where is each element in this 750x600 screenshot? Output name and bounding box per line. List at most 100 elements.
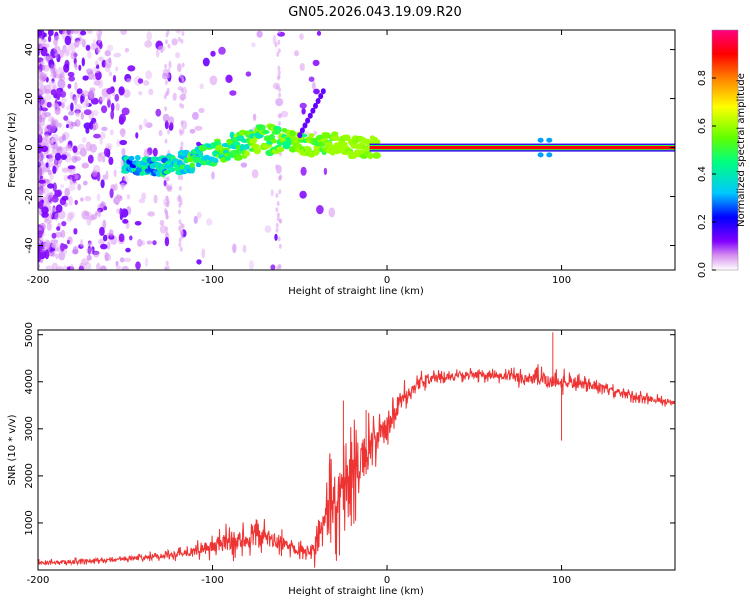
heatmap-cell xyxy=(328,207,336,218)
heatmap-cell xyxy=(38,91,43,96)
heatmap-cell xyxy=(110,109,115,120)
heatmap-cell xyxy=(148,88,154,96)
heatmap-cell xyxy=(362,146,370,153)
heatmap-cell xyxy=(299,63,305,71)
heatmap-cell xyxy=(40,60,45,66)
heatmap-cell xyxy=(279,151,282,157)
heatmap-cell xyxy=(77,183,82,191)
heatmap-cell xyxy=(163,179,167,187)
heatmap-cell xyxy=(65,144,72,149)
heatmap-cell xyxy=(62,47,71,57)
heatmap-cell xyxy=(210,50,216,57)
heatmap-cell xyxy=(143,118,148,127)
heatmap-cell xyxy=(276,201,280,207)
heatmap-cell xyxy=(168,60,172,69)
heatmap-cell xyxy=(278,87,281,93)
heatmap-cell xyxy=(82,75,89,81)
heatmap-band xyxy=(369,146,675,150)
heatmap-cell xyxy=(277,30,281,34)
heatmap-cell xyxy=(189,162,195,168)
heatmap-cell xyxy=(147,211,155,217)
heatmap-cell xyxy=(68,75,75,82)
heatmap-cell xyxy=(45,43,50,48)
heatmap-cell xyxy=(276,146,284,151)
x-tick-label: 0 xyxy=(384,275,390,286)
heatmap-cell xyxy=(92,75,97,81)
heatmap-cell xyxy=(229,90,237,96)
heatmap-cell xyxy=(225,156,231,161)
heatmap-cell xyxy=(227,76,233,81)
heatmap-cell xyxy=(72,249,79,255)
heatmap-cell xyxy=(85,44,91,51)
heatmap-cell xyxy=(343,134,351,142)
heatmap-cell xyxy=(128,155,135,161)
heatmap-cell xyxy=(192,111,199,120)
heatmap-cell xyxy=(153,194,158,204)
heatmap-cell xyxy=(252,113,257,122)
heatmap-cell xyxy=(104,147,109,157)
heatmap-cell xyxy=(278,264,282,270)
heatmap-cell xyxy=(165,183,169,189)
heatmap-cell xyxy=(275,164,279,170)
heatmap-cell xyxy=(83,109,92,116)
heatmap-cell xyxy=(55,253,59,260)
heatmap-cell xyxy=(104,58,113,69)
heatmap-cell xyxy=(113,169,117,177)
colorbar-tick-label: 0.6 xyxy=(697,118,708,134)
heatmap-cell xyxy=(50,239,59,244)
heatmap-cell xyxy=(81,90,89,97)
heatmap-cell xyxy=(274,233,278,241)
heatmap-cell xyxy=(76,88,83,95)
heatmap-cell xyxy=(264,225,272,233)
heatmap-cell xyxy=(90,97,99,105)
heatmap-cell xyxy=(104,50,111,57)
heatmap-cell xyxy=(81,258,89,266)
heatmap-cell xyxy=(108,71,112,77)
heatmap-cell xyxy=(299,102,307,109)
heatmap-cell xyxy=(87,154,94,164)
heatmap-cell xyxy=(159,225,167,234)
heatmap-cell xyxy=(196,141,201,147)
colorbar-tick-label: 0.2 xyxy=(697,214,708,230)
heatmap-cell xyxy=(243,143,250,150)
heatmap-cell xyxy=(277,65,281,71)
heatmap-cell xyxy=(144,40,153,48)
heatmap-cell xyxy=(99,136,103,145)
heatmap-cell xyxy=(87,50,92,59)
heatmap-cell xyxy=(206,218,213,226)
heatmap-cell xyxy=(101,126,108,132)
heatmap-cell xyxy=(101,156,106,163)
heatmap-cell xyxy=(196,211,202,219)
heatmap-cell xyxy=(44,94,52,101)
heatmap-cell xyxy=(45,194,51,203)
heatmap-cell xyxy=(159,219,165,226)
heatmap-cell xyxy=(64,187,70,197)
heatmap-cell xyxy=(129,235,133,241)
heatmap-cell xyxy=(61,195,69,201)
heatmap-cell xyxy=(138,124,143,131)
heatmap-cell xyxy=(57,66,64,76)
heatmap-cell xyxy=(82,180,88,186)
heatmap-cell xyxy=(278,92,282,98)
heatmap-cell xyxy=(48,80,57,87)
heatmap-cell xyxy=(178,237,182,243)
heatmap-cell xyxy=(59,90,67,98)
heatmap-cell xyxy=(73,228,78,235)
heatmap-cell xyxy=(68,184,76,191)
heatmap-cell xyxy=(320,88,326,95)
heatmap-cell xyxy=(312,81,316,91)
heatmap-cell xyxy=(193,215,198,224)
heatmap-cell xyxy=(124,47,130,53)
heatmap-cell xyxy=(80,30,87,36)
heatmap-cell xyxy=(68,110,75,116)
heatmap-cell xyxy=(41,206,49,214)
heatmap-cell xyxy=(318,142,326,147)
heatmap-cell xyxy=(60,229,66,238)
heatmap-cell xyxy=(74,62,78,68)
heatmap-cell xyxy=(86,217,92,226)
heatmap-cell xyxy=(119,139,128,146)
heatmap-cell xyxy=(134,221,142,226)
heatmap-cell xyxy=(62,134,66,142)
